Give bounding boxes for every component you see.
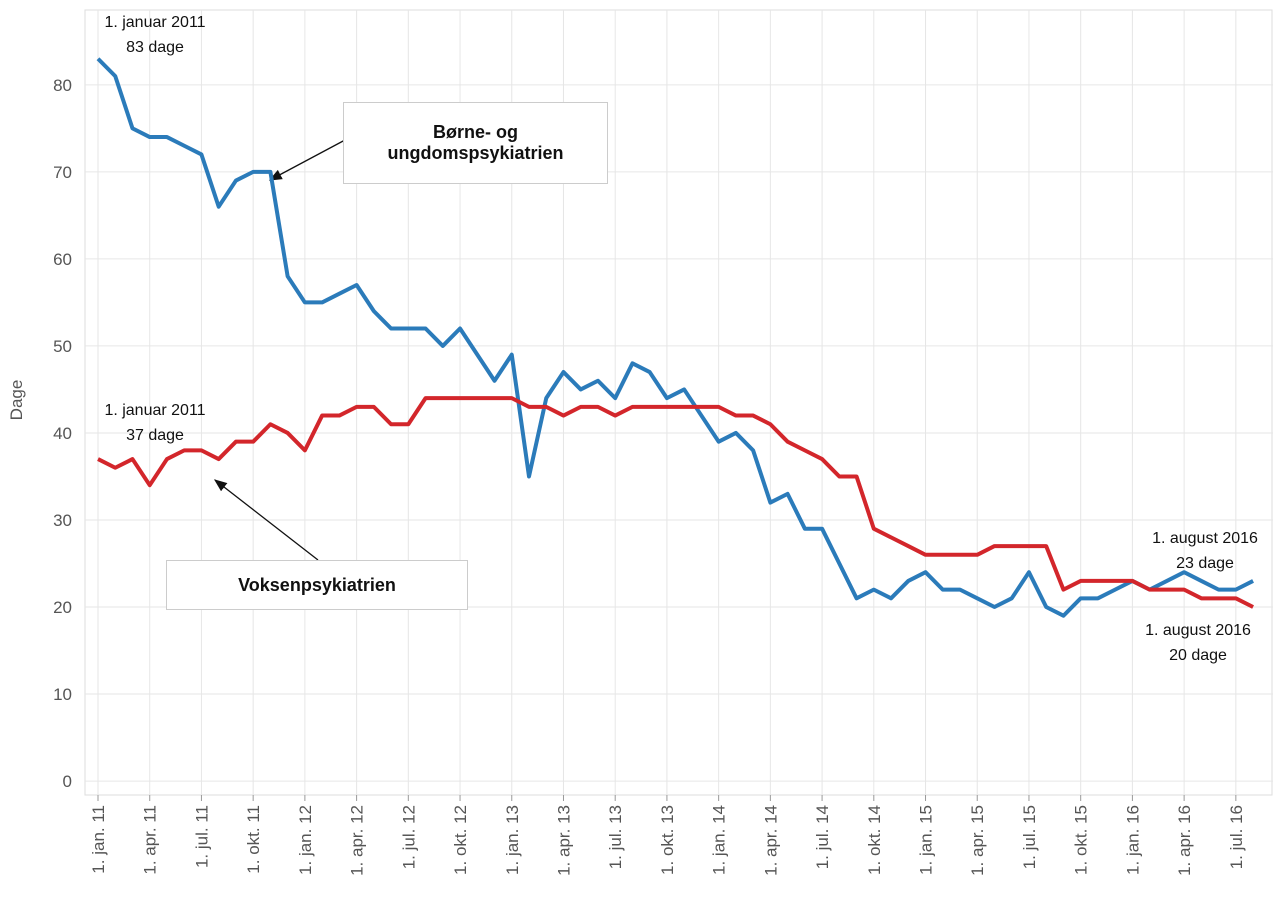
x-tick-label: 1. okt. 15 xyxy=(1072,805,1091,875)
x-tick-label: 1. jul. 14 xyxy=(813,805,832,869)
x-tick-label: 1. okt. 11 xyxy=(244,805,263,874)
x-tick-label: 1. okt. 13 xyxy=(658,805,677,875)
x-tick-label: 1. jan. 16 xyxy=(1123,805,1142,875)
arrow xyxy=(268,139,346,181)
line xyxy=(96,57,1254,618)
y-axis-label: Dage xyxy=(7,380,26,421)
annotation: 1. august 2016 xyxy=(1152,530,1258,547)
x-tick-label: 1. apr. 15 xyxy=(968,805,987,876)
y-tick-label: 60 xyxy=(53,250,72,269)
x-tick-label: 1. jan. 11 xyxy=(89,805,108,874)
x-tick-label: 1. apr. 11 xyxy=(141,805,160,875)
y-tick-label: 80 xyxy=(53,76,72,95)
y-tick-label: 0 xyxy=(63,772,72,791)
x-tick-label: 1. okt. 12 xyxy=(451,805,470,875)
y-tick-label: 40 xyxy=(53,424,72,443)
x-tick-label: 1. apr. 16 xyxy=(1175,805,1194,876)
arrow xyxy=(213,479,319,561)
x-tick-label: 1. apr. 14 xyxy=(761,805,780,876)
series-label: Voksenpsykiatrien xyxy=(166,560,468,610)
x-tick-label: 1. jul. 15 xyxy=(1020,805,1039,869)
annotation: 1. januar 2011 xyxy=(104,402,205,419)
x-tick-label: 1. jul. 16 xyxy=(1227,805,1246,869)
x-tick-label: 1. jul. 12 xyxy=(399,805,418,869)
x-tick-label: 1. jan. 15 xyxy=(917,805,936,875)
series-label: Børne- og ungdomspsykiatrien xyxy=(343,102,608,184)
x-tick-label: 1. okt. 14 xyxy=(865,805,884,875)
x-tick-label: 1. jan. 12 xyxy=(296,805,315,875)
x-tick-label: 1. jul. 13 xyxy=(606,805,625,869)
x-tick-label: 1. apr. 13 xyxy=(554,805,573,876)
line xyxy=(97,396,1254,609)
annotation: 23 dage xyxy=(1176,555,1234,572)
annotation: 37 dage xyxy=(126,427,184,444)
legend-text: Børne- og ungdomspsykiatrien xyxy=(387,122,564,163)
y-tick-label: 10 xyxy=(53,685,72,704)
x-tick-label: 1. jul. 11 xyxy=(192,805,211,868)
legend-text: Voksenpsykiatrien xyxy=(238,574,396,595)
x-tick-label: 1. jan. 13 xyxy=(503,805,522,875)
plot-border xyxy=(84,9,1273,796)
y-tick-label: 70 xyxy=(53,163,72,182)
annotation: 83 dage xyxy=(126,39,184,56)
y-tick-label: 30 xyxy=(53,511,72,530)
annotation: 1. august 2016 xyxy=(1145,622,1251,639)
x-tick-label: 1. apr. 12 xyxy=(348,805,367,876)
annotation: 20 dage xyxy=(1169,647,1227,664)
y-tick-label: 50 xyxy=(53,337,72,356)
y-tick-label: 20 xyxy=(53,598,72,617)
annotation: 1. januar 2011 xyxy=(104,14,205,31)
x-tick-label: 1. jan. 14 xyxy=(710,805,729,875)
